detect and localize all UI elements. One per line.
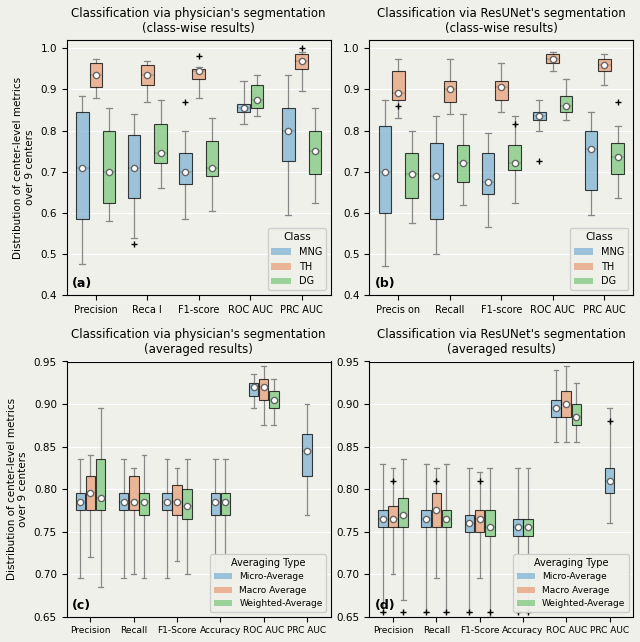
PathPatch shape — [560, 96, 572, 112]
PathPatch shape — [259, 379, 268, 400]
PathPatch shape — [76, 112, 88, 219]
PathPatch shape — [103, 130, 115, 202]
Text: (b): (b) — [374, 277, 395, 290]
PathPatch shape — [378, 510, 388, 527]
PathPatch shape — [193, 69, 205, 79]
PathPatch shape — [139, 493, 148, 515]
PathPatch shape — [211, 493, 220, 515]
PathPatch shape — [465, 515, 474, 532]
PathPatch shape — [154, 125, 167, 164]
PathPatch shape — [399, 498, 408, 527]
Legend: MNG, TH, DG: MNG, TH, DG — [570, 228, 628, 290]
PathPatch shape — [572, 404, 581, 425]
PathPatch shape — [513, 519, 523, 536]
PathPatch shape — [296, 55, 308, 69]
PathPatch shape — [179, 153, 191, 184]
Y-axis label: Distribution of center-level metrics
over 9 centers: Distribution of center-level metrics ove… — [6, 398, 28, 580]
PathPatch shape — [172, 485, 182, 515]
PathPatch shape — [392, 71, 404, 100]
PathPatch shape — [309, 130, 321, 174]
PathPatch shape — [442, 510, 451, 527]
PathPatch shape — [598, 58, 611, 71]
PathPatch shape — [76, 493, 85, 510]
PathPatch shape — [282, 108, 294, 161]
PathPatch shape — [475, 510, 484, 532]
PathPatch shape — [584, 130, 597, 190]
PathPatch shape — [611, 143, 624, 174]
Text: (c): (c) — [72, 598, 91, 612]
PathPatch shape — [457, 145, 470, 182]
PathPatch shape — [182, 489, 192, 519]
PathPatch shape — [551, 400, 561, 417]
PathPatch shape — [430, 143, 443, 219]
Legend: Micro-Average, Macro Average, Weighted-Average: Micro-Average, Macro Average, Weighted-A… — [211, 554, 326, 612]
PathPatch shape — [302, 434, 312, 476]
PathPatch shape — [269, 391, 278, 408]
PathPatch shape — [86, 476, 95, 510]
PathPatch shape — [406, 153, 418, 198]
Text: (a): (a) — [72, 277, 92, 290]
PathPatch shape — [249, 383, 259, 395]
PathPatch shape — [119, 493, 129, 510]
PathPatch shape — [533, 112, 545, 120]
Title: Classification via physician's segmentation
(class-wise results): Classification via physician's segmentat… — [72, 6, 326, 35]
PathPatch shape — [421, 510, 431, 527]
PathPatch shape — [206, 141, 218, 176]
PathPatch shape — [481, 153, 494, 195]
PathPatch shape — [221, 493, 230, 515]
PathPatch shape — [444, 81, 456, 101]
PathPatch shape — [141, 65, 154, 85]
PathPatch shape — [379, 126, 391, 213]
PathPatch shape — [605, 468, 614, 493]
PathPatch shape — [495, 81, 508, 100]
PathPatch shape — [90, 63, 102, 87]
PathPatch shape — [485, 510, 495, 536]
PathPatch shape — [547, 55, 559, 63]
Legend: MNG, TH, DG: MNG, TH, DG — [268, 228, 326, 290]
Title: Classification via ResUNet's segmentation
(class-wise results): Classification via ResUNet's segmentatio… — [377, 6, 626, 35]
PathPatch shape — [127, 135, 140, 198]
PathPatch shape — [237, 104, 250, 112]
PathPatch shape — [388, 506, 398, 527]
PathPatch shape — [431, 493, 441, 527]
PathPatch shape — [129, 476, 138, 510]
PathPatch shape — [162, 493, 172, 510]
PathPatch shape — [96, 459, 106, 510]
Y-axis label: Distribution of center-level metrics
over 9 centers: Distribution of center-level metrics ove… — [13, 76, 35, 259]
PathPatch shape — [561, 391, 571, 417]
Title: Classification via ResUNet's segmentation
(averaged results): Classification via ResUNet's segmentatio… — [377, 328, 626, 356]
PathPatch shape — [251, 85, 263, 108]
PathPatch shape — [524, 519, 532, 536]
Legend: Micro-Average, Macro Average, Weighted-Average: Micro-Average, Macro Average, Weighted-A… — [513, 554, 629, 612]
Text: (d): (d) — [374, 598, 395, 612]
PathPatch shape — [508, 145, 521, 169]
Title: Classification via physician's segmentation
(averaged results): Classification via physician's segmentat… — [72, 328, 326, 356]
